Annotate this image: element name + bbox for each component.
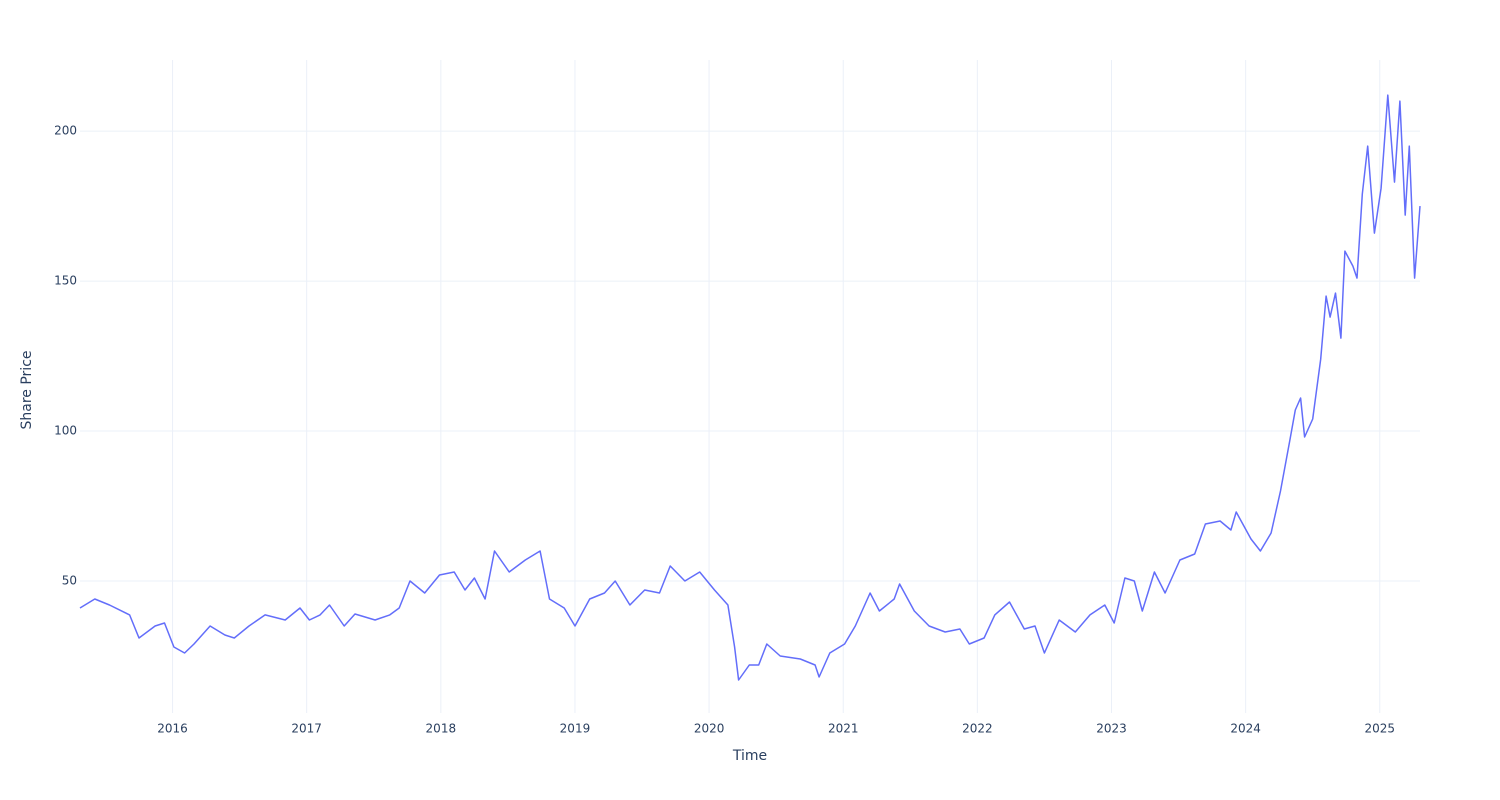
x-tick-label: 2018: [426, 722, 457, 736]
x-tick-label: 2016: [157, 722, 188, 736]
price-line: [79, 94, 1421, 681]
x-axis-title: Time: [732, 748, 767, 764]
x-tick-label: 2025: [1364, 722, 1395, 736]
y-tick-label: 100: [54, 424, 77, 438]
y-tick-label: 150: [54, 274, 77, 288]
y-axis-title: Share Price: [19, 350, 35, 429]
y-tick-label: 50: [62, 574, 77, 588]
x-tick-label: 2022: [962, 722, 993, 736]
x-tick-label: 2020: [694, 722, 725, 736]
y-tick-label: 200: [54, 124, 77, 138]
x-tick-label: 2024: [1230, 722, 1261, 736]
x-tick-label: 2017: [291, 722, 322, 736]
x-tick-label: 2023: [1096, 722, 1127, 736]
x-tick-label: 2019: [560, 722, 591, 736]
x-tick-label: 2021: [828, 722, 859, 736]
